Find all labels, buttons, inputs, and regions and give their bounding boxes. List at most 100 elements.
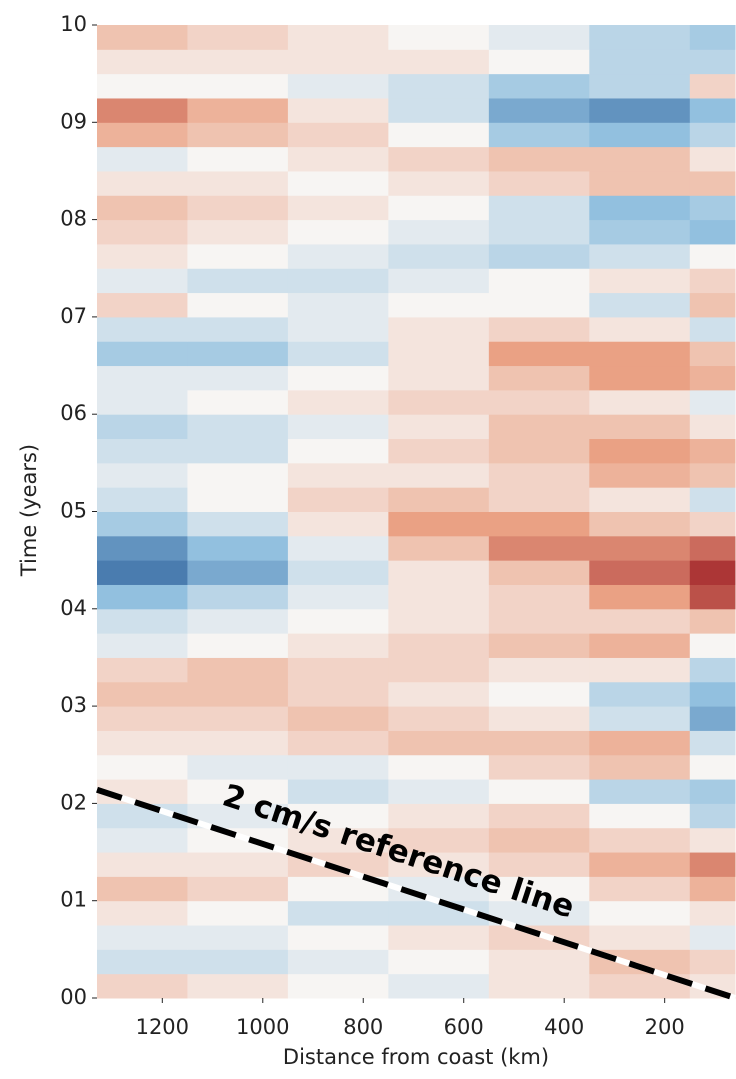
heatmap-cell bbox=[287, 487, 389, 512]
heatmap-cell bbox=[287, 243, 389, 269]
heatmap-cell bbox=[97, 925, 188, 950]
heatmap-cell bbox=[287, 49, 389, 75]
heatmap-cell bbox=[589, 681, 691, 707]
heatmap-cell bbox=[287, 365, 389, 391]
heatmap-cell bbox=[589, 535, 691, 561]
heatmap-cell bbox=[388, 852, 490, 877]
heatmap-cell bbox=[97, 170, 188, 196]
heatmap-cell bbox=[97, 219, 188, 245]
y-tick-label: 00 bbox=[60, 985, 87, 1009]
heatmap-cell bbox=[388, 560, 490, 585]
heatmap-cell bbox=[689, 195, 736, 221]
heatmap-cell bbox=[488, 243, 590, 269]
heatmap-cell bbox=[388, 316, 490, 342]
y-tick-label: 10 bbox=[60, 12, 87, 36]
heatmap-cell bbox=[488, 414, 590, 440]
heatmap-cell bbox=[97, 365, 188, 391]
x-tick-label: 1200 bbox=[136, 1015, 189, 1039]
heatmap-cell bbox=[488, 389, 590, 415]
heatmap-cell bbox=[488, 827, 590, 853]
heatmap-cell bbox=[589, 25, 691, 50]
heatmap-cell bbox=[388, 754, 490, 780]
heatmap-cell bbox=[97, 49, 188, 75]
heatmap-cell bbox=[689, 389, 736, 415]
heatmap-cell bbox=[97, 706, 188, 731]
heatmap-cell bbox=[97, 779, 188, 804]
heatmap-cell bbox=[689, 754, 736, 780]
heatmap-cell bbox=[589, 900, 691, 926]
heatmap-cell bbox=[97, 414, 188, 440]
heatmap-cell bbox=[287, 900, 389, 926]
heatmap-cell bbox=[488, 535, 590, 561]
heatmap-cell bbox=[488, 633, 590, 658]
heatmap-cell bbox=[388, 25, 490, 50]
heatmap-cell bbox=[287, 195, 389, 221]
heatmap-cell bbox=[488, 49, 590, 75]
heatmap-cell bbox=[388, 195, 490, 221]
heatmap-cell bbox=[388, 949, 490, 975]
heatmap-cell bbox=[187, 268, 289, 294]
heatmap-cell bbox=[488, 170, 590, 196]
heatmap-cell bbox=[689, 876, 736, 902]
heatmap-cell bbox=[97, 876, 188, 902]
y-axis-label: Time (years) bbox=[17, 444, 41, 577]
heatmap-cell bbox=[388, 973, 490, 999]
heatmap-cell bbox=[488, 487, 590, 512]
heatmap-cell bbox=[97, 900, 188, 926]
heatmap-cell bbox=[187, 341, 289, 367]
heatmap-cell bbox=[97, 852, 188, 877]
heatmap-cell bbox=[388, 633, 490, 658]
heatmap-cell bbox=[287, 414, 389, 440]
heatmap-cell bbox=[488, 949, 590, 975]
heatmap-cell bbox=[488, 268, 590, 294]
heatmap-cell bbox=[589, 414, 691, 440]
heatmap-cell bbox=[187, 779, 289, 804]
heatmap-cell bbox=[187, 560, 289, 585]
heatmap-cell bbox=[187, 414, 289, 440]
heatmap-cell bbox=[589, 195, 691, 221]
heatmap-cell bbox=[97, 73, 188, 99]
heatmap-cell bbox=[97, 827, 188, 853]
heatmap-cell bbox=[488, 876, 590, 902]
heatmap-cell bbox=[488, 292, 590, 318]
heatmap-cell bbox=[287, 268, 389, 294]
x-tick-label: 200 bbox=[645, 1015, 685, 1039]
heatmap-cell bbox=[287, 925, 389, 950]
heatmap-cell bbox=[689, 487, 736, 512]
heatmap-cell bbox=[689, 608, 736, 634]
heatmap-cell bbox=[97, 730, 188, 756]
heatmap-cell bbox=[589, 146, 691, 172]
heatmap-cell bbox=[287, 706, 389, 731]
heatmap-cell bbox=[488, 681, 590, 707]
heatmap-cell bbox=[589, 560, 691, 585]
heatmap-cell bbox=[388, 243, 490, 269]
heatmap-cell bbox=[689, 900, 736, 926]
heatmap-cell bbox=[689, 706, 736, 731]
heatmap-cell bbox=[97, 973, 188, 999]
heatmap-cell bbox=[488, 97, 590, 123]
heatmap-cell bbox=[287, 389, 389, 415]
heatmap-cell bbox=[589, 608, 691, 634]
heatmap-cell bbox=[187, 925, 289, 950]
heatmap-cell bbox=[488, 657, 590, 683]
reference-line bbox=[96, 786, 736, 1001]
heatmap-cell bbox=[287, 219, 389, 245]
heatmap-cell bbox=[287, 779, 389, 804]
heatmap-cell bbox=[689, 365, 736, 391]
x-tick-label: 600 bbox=[444, 1015, 484, 1039]
heatmap-cell bbox=[488, 316, 590, 342]
heatmap-cell bbox=[388, 219, 490, 245]
heatmap-cell bbox=[97, 511, 188, 537]
heatmap-cell bbox=[287, 341, 389, 367]
heatmap-cell bbox=[488, 122, 590, 148]
heatmap-cell bbox=[187, 584, 289, 610]
heatmap-cell bbox=[589, 341, 691, 367]
heatmap-cell bbox=[689, 341, 736, 367]
heatmap-cell bbox=[488, 73, 590, 99]
heatmap-cell bbox=[589, 657, 691, 683]
heatmap-cell bbox=[689, 584, 736, 610]
heatmap-cell bbox=[488, 219, 590, 245]
heatmap-cell bbox=[689, 25, 736, 50]
heatmap-cell bbox=[488, 365, 590, 391]
heatmap-cell bbox=[488, 511, 590, 537]
